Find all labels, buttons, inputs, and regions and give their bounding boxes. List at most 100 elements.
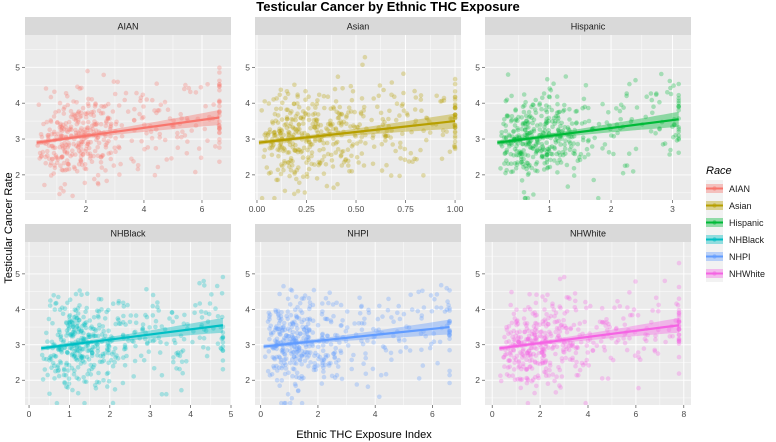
data-point (88, 127, 93, 133)
data-point (402, 157, 408, 163)
data-point (144, 287, 149, 292)
data-point (38, 132, 44, 137)
data-point (85, 151, 91, 156)
data-point (71, 141, 76, 147)
data-point (288, 156, 294, 161)
data-point (514, 322, 519, 328)
data-point (279, 162, 284, 167)
data-point (317, 160, 323, 166)
data-point (96, 380, 102, 385)
data-point (447, 336, 452, 342)
data-point (301, 327, 307, 332)
data-point (277, 355, 283, 361)
data-point (381, 87, 386, 93)
data-point (440, 132, 446, 138)
data-point (675, 302, 681, 308)
data-point (526, 348, 531, 354)
data-point (321, 93, 327, 99)
data-point (74, 100, 79, 105)
data-point (543, 344, 548, 349)
data-point (293, 113, 299, 119)
data-point (82, 336, 87, 342)
data-point (104, 309, 109, 315)
data-point (305, 316, 310, 322)
data-point (547, 360, 553, 366)
data-point (676, 127, 681, 132)
data-point (108, 150, 114, 156)
data-point (424, 137, 429, 143)
y-tick-label: 5 (15, 62, 20, 72)
data-point (219, 336, 224, 341)
data-point (88, 112, 94, 117)
data-point (155, 164, 161, 170)
data-point (328, 122, 333, 128)
y-tick-label: 5 (15, 269, 20, 279)
data-point (325, 333, 331, 339)
data-point (68, 332, 73, 337)
data-point (282, 357, 287, 362)
data-point (557, 157, 562, 163)
data-point (519, 351, 524, 357)
data-point (398, 145, 403, 150)
data-point (337, 104, 343, 110)
data-point (68, 153, 73, 159)
data-point (330, 126, 336, 132)
data-point (307, 300, 313, 305)
data-point (532, 332, 537, 338)
data-point (339, 112, 345, 117)
data-point (47, 391, 52, 397)
data-point (344, 115, 349, 120)
data-point (447, 149, 453, 155)
data-point (85, 343, 91, 349)
x-tick-label: 3 (148, 409, 153, 419)
data-point (79, 335, 84, 341)
data-point (137, 336, 142, 341)
data-point (328, 123, 334, 128)
data-point (519, 377, 525, 382)
x-tick-label: 6 (634, 409, 639, 419)
data-point (336, 120, 342, 126)
data-point (518, 335, 524, 340)
data-point (548, 331, 553, 337)
data-point (128, 313, 134, 318)
data-point (267, 326, 272, 331)
data-point (52, 89, 57, 95)
data-point (531, 324, 537, 329)
data-point (38, 154, 44, 159)
data-point (511, 367, 517, 372)
data-point (511, 311, 517, 317)
y-tick-label: 5 (475, 269, 480, 279)
data-point (77, 86, 83, 91)
data-point (502, 161, 507, 166)
data-point (299, 310, 305, 316)
data-point (99, 332, 105, 337)
data-point (117, 145, 122, 151)
data-point (75, 365, 81, 370)
data-point (82, 180, 88, 186)
data-point (285, 334, 291, 339)
data-point (630, 169, 636, 174)
data-point (561, 349, 566, 355)
data-point (509, 320, 515, 326)
data-point (270, 144, 276, 149)
data-point (404, 324, 409, 330)
data-point (60, 133, 65, 139)
data-point (310, 112, 316, 117)
data-point (676, 92, 681, 98)
data-point (346, 163, 351, 168)
data-point (668, 91, 674, 97)
data-point (217, 82, 222, 87)
data-point (517, 149, 522, 154)
data-point (66, 326, 71, 332)
data-point (550, 301, 555, 307)
data-point (307, 140, 312, 145)
data-point (374, 328, 379, 334)
y-tick-label: 3 (245, 134, 250, 144)
data-point (318, 122, 324, 128)
data-point (508, 118, 514, 124)
data-point (676, 326, 682, 332)
data-point (89, 347, 95, 352)
data-point (76, 131, 82, 136)
data-point (543, 319, 548, 324)
